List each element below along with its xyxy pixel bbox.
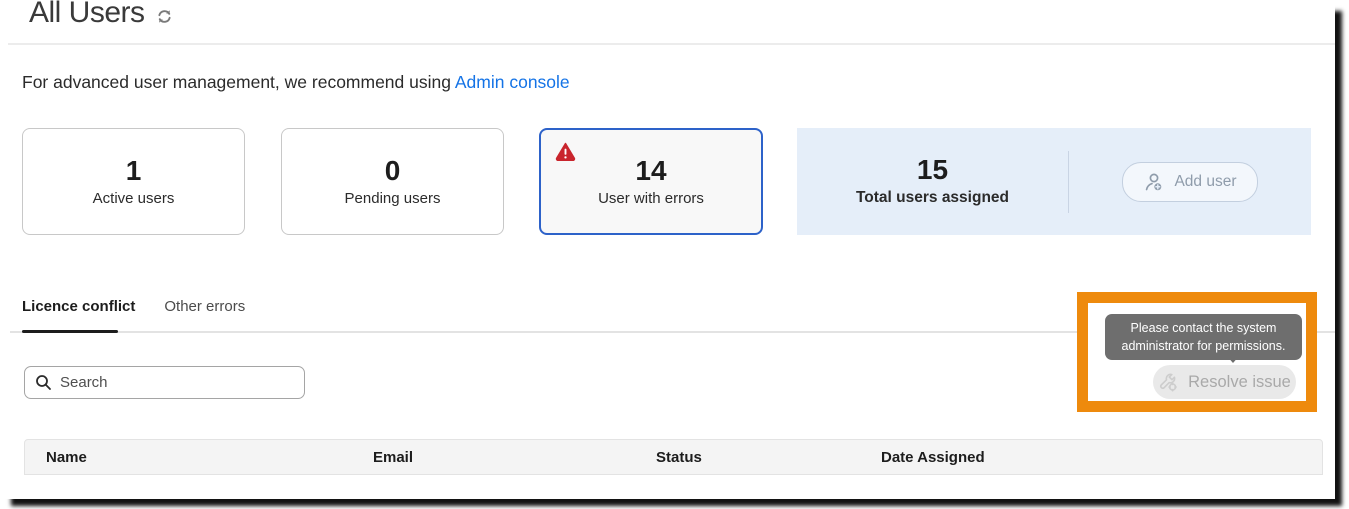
search-input[interactable]	[60, 374, 294, 391]
banner-text: For advanced user management, we recomme…	[22, 72, 455, 92]
all-users-window: All Users For advanced user management, …	[8, 0, 1335, 498]
add-user-icon	[1143, 171, 1165, 193]
active-tab-indicator	[22, 330, 118, 333]
error-tabs: Licence conflict Other errors	[22, 298, 245, 327]
total-users-panel: 15 Total users assigned Add user	[797, 128, 1311, 235]
highlight-callout-frame: Please contact the system administrator …	[1077, 292, 1317, 412]
permissions-tooltip: Please contact the system administrator …	[1105, 314, 1302, 361]
panel-divider	[1068, 150, 1069, 213]
stat-card-pending-users[interactable]: 0 Pending users	[281, 128, 504, 235]
users-table-header: Name Email Status Date Assigned	[24, 439, 1323, 475]
page-header: All Users	[29, 0, 174, 30]
search-icon	[35, 374, 52, 391]
active-users-count: 1	[125, 154, 142, 186]
header-divider	[8, 43, 1335, 45]
search-box	[24, 366, 305, 399]
tooltip-arrow	[1226, 355, 1240, 363]
resolve-issue-button[interactable]: Resolve issue	[1153, 365, 1296, 399]
table-row	[24, 475, 1323, 498]
refresh-icon[interactable]	[155, 7, 174, 26]
admin-console-link[interactable]: Admin console	[454, 72, 570, 92]
resolve-issue-label: Resolve issue	[1188, 372, 1291, 391]
total-users-block: 15 Total users assigned	[797, 156, 1068, 207]
pending-users-count: 0	[384, 154, 401, 186]
wrench-icon	[1158, 372, 1179, 393]
tab-other-errors[interactable]: Other errors	[164, 298, 246, 315]
recommendation-banner: For advanced user management, we recomme…	[22, 72, 570, 93]
page-title: All Users	[29, 0, 145, 29]
users-with-errors-label: User with errors	[598, 189, 704, 207]
stat-card-users-with-errors[interactable]: 14 User with errors	[539, 128, 763, 235]
tabs-baseline	[10, 331, 1335, 333]
column-header-date-assigned: Date Assigned	[881, 448, 985, 466]
add-user-label: Add user	[1174, 172, 1237, 190]
total-users-count: 15	[916, 154, 949, 185]
pending-users-label: Pending users	[344, 189, 441, 207]
total-users-label: Total users assigned	[855, 189, 1010, 206]
tab-licence-conflict[interactable]: Licence conflict	[22, 298, 136, 315]
stat-card-active-users[interactable]: 1 Active users	[22, 128, 245, 235]
column-header-status: Status	[656, 448, 702, 466]
column-header-name: Name	[46, 448, 87, 466]
add-user-button[interactable]: Add user	[1122, 161, 1258, 202]
warning-icon	[555, 142, 576, 166]
column-header-email: Email	[373, 448, 414, 466]
active-users-label: Active users	[92, 189, 175, 207]
users-with-errors-count: 14	[635, 154, 667, 186]
